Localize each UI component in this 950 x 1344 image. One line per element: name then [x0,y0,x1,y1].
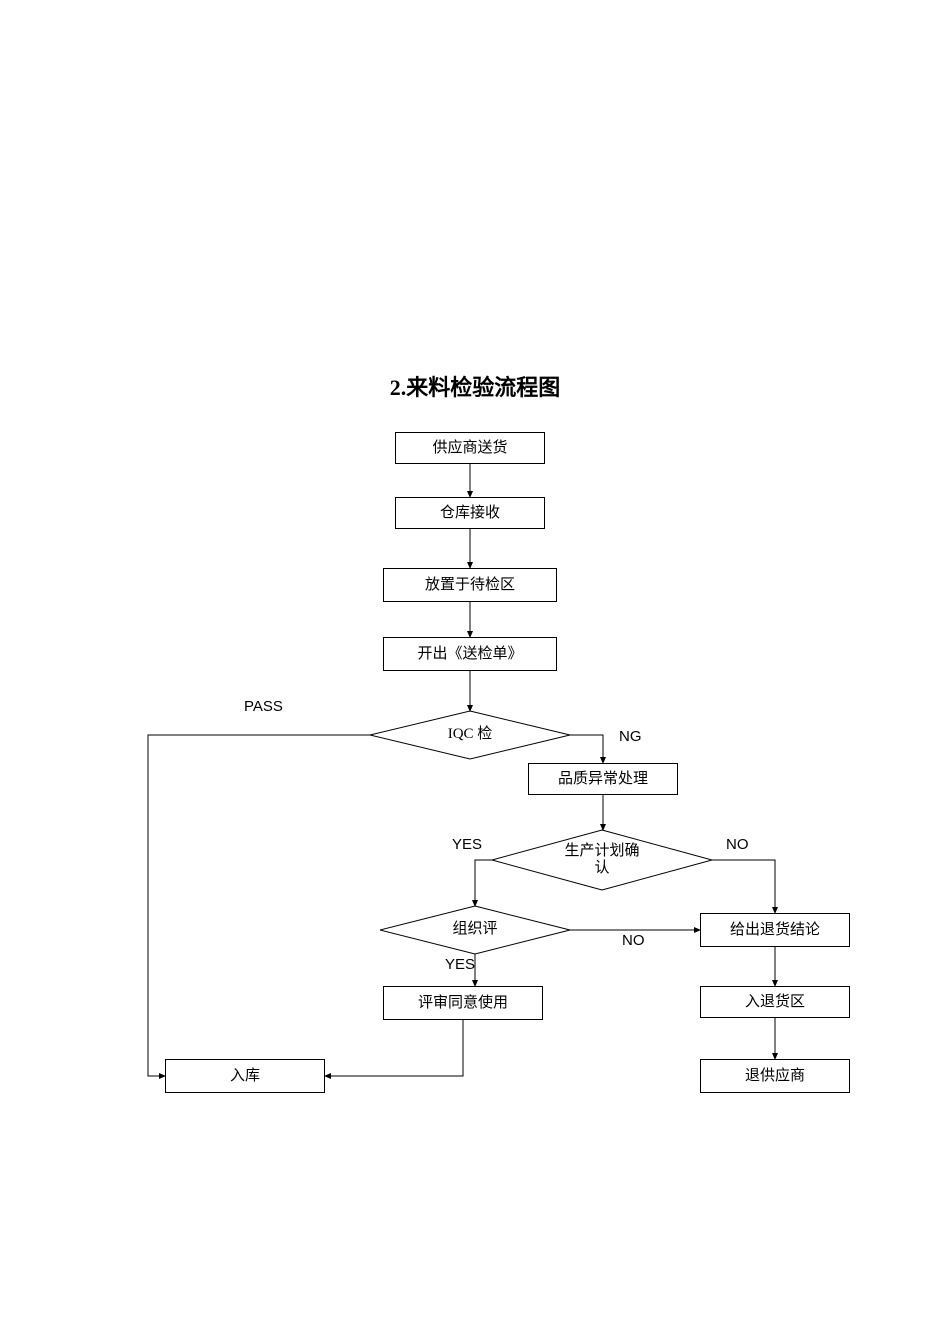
node-label: 开出《送检单》 [417,645,522,663]
node-warehouse-receive: 仓库接收 [395,497,545,529]
decision-production-plan-confirm: 生产计划确认 [492,830,712,890]
node-return-conclusion: 给出退货结论 [700,913,850,947]
node-label: 生产计划确认 [564,843,639,878]
edge-label-yes1: YES [452,836,482,853]
node-pending-area: 放置于待检区 [383,568,557,602]
node-label: 入库 [230,1067,260,1085]
node-issue-inspection-form: 开出《送检单》 [383,637,557,671]
node-return-supplier: 退供应商 [700,1059,850,1093]
page-title: 2.来料检验流程图 [0,370,950,402]
node-stock-in: 入库 [165,1059,325,1093]
flowchart-edges [0,0,950,1344]
node-label: IQC 检 [448,726,493,743]
node-label: 组织评 [452,921,497,938]
node-label: 品质异常处理 [558,770,648,788]
node-label: 放置于待检区 [425,576,515,594]
node-label: 供应商送货 [432,439,507,457]
edge-label-ng: NG [619,728,642,745]
node-return-area: 入退货区 [700,986,850,1018]
edge-label-yes2: YES [445,956,475,973]
node-label: 评审同意使用 [418,994,508,1012]
edge-label-no1: NO [726,836,749,853]
edge-label-no2: NO [622,932,645,949]
decision-iqc-check: IQC 检 [370,711,570,759]
node-label: 退供应商 [745,1067,805,1085]
decision-organize-review: 组织评 [380,906,570,954]
flowchart-page: 2.来料检验流程图 供应商送货 仓库接收 放置于待检区 开出《送检单》 品质异常… [0,0,950,1344]
node-label: 入退货区 [745,993,805,1011]
edge-label-pass: PASS [244,698,283,715]
node-label: 给出退货结论 [730,921,820,939]
node-review-approve-use: 评审同意使用 [383,986,543,1020]
node-supplier-delivery: 供应商送货 [395,432,545,464]
node-quality-exception: 品质异常处理 [528,763,678,795]
node-label: 仓库接收 [440,504,500,522]
